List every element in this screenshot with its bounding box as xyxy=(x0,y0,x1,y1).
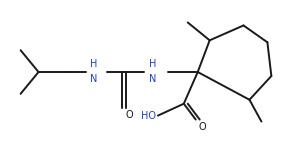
Text: O: O xyxy=(199,122,206,132)
Text: N: N xyxy=(90,74,97,84)
Text: O: O xyxy=(125,110,133,120)
Text: HO: HO xyxy=(141,111,156,121)
Text: N: N xyxy=(149,74,156,84)
Text: H: H xyxy=(90,59,97,69)
Text: H: H xyxy=(149,59,156,69)
